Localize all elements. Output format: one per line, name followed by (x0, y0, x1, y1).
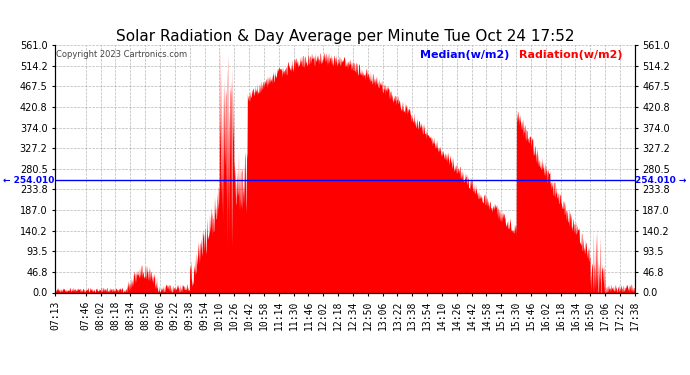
Text: Median(w/m2): Median(w/m2) (420, 50, 510, 60)
Title: Solar Radiation & Day Average per Minute Tue Oct 24 17:52: Solar Radiation & Day Average per Minute… (116, 29, 574, 44)
Text: ← 254.010: ← 254.010 (3, 176, 55, 185)
Text: 254.010 →: 254.010 → (635, 176, 687, 185)
Text: Copyright 2023 Cartronics.com: Copyright 2023 Cartronics.com (57, 50, 188, 59)
Text: Radiation(w/m2): Radiation(w/m2) (519, 50, 622, 60)
